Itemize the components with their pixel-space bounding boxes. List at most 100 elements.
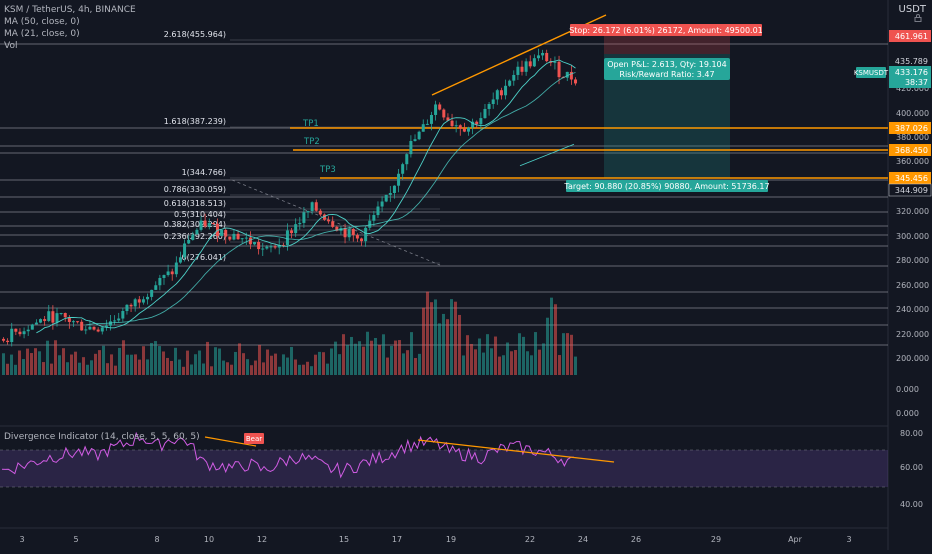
candle-body[interactable] (121, 311, 125, 319)
dashed-trendline[interactable] (231, 179, 441, 266)
candle-body[interactable] (504, 85, 508, 96)
candle-body[interactable] (76, 321, 80, 323)
oscillator-title[interactable]: Divergence Indicator (14, close, 5, 5, 6… (4, 432, 200, 442)
candle-body[interactable] (392, 185, 396, 194)
candle-body[interactable] (397, 173, 401, 186)
candle-body[interactable] (277, 245, 281, 248)
bear-tag-box[interactable] (244, 433, 264, 444)
tp3-price-tag-box[interactable] (889, 172, 931, 184)
ma50-legend[interactable]: MA (50, close, 0) (4, 17, 80, 27)
candle-body[interactable] (467, 127, 471, 132)
candle-body[interactable] (491, 99, 495, 105)
candle-body[interactable] (298, 222, 302, 225)
candle-body[interactable] (483, 108, 487, 119)
candle-body[interactable] (434, 104, 438, 115)
candle-body[interactable] (207, 222, 211, 227)
candle-body[interactable] (141, 299, 145, 303)
candle-body[interactable] (88, 326, 92, 330)
candle-body[interactable] (154, 285, 158, 290)
candle-body[interactable] (220, 229, 224, 236)
candle-body[interactable] (224, 229, 228, 237)
candle-body[interactable] (14, 328, 18, 332)
candle-body[interactable] (125, 304, 129, 312)
candle-body[interactable] (335, 226, 339, 231)
lock-icon[interactable] (914, 14, 922, 22)
candle-body[interactable] (318, 210, 322, 215)
ma50-line[interactable] (85, 72, 576, 326)
ma21-line[interactable] (36, 59, 576, 334)
bear-divergence-line-1[interactable] (204, 436, 257, 447)
candle-body[interactable] (187, 239, 191, 244)
candle-body[interactable] (195, 229, 199, 235)
candle-body[interactable] (67, 317, 71, 322)
candle-body[interactable] (376, 206, 380, 216)
candle-body[interactable] (302, 212, 306, 223)
candle-body[interactable] (84, 329, 88, 331)
candle-body[interactable] (553, 61, 557, 63)
symbol-title[interactable]: KSM / TetherUS, 4h, BINANCE (4, 5, 136, 15)
candle-body[interactable] (520, 66, 524, 72)
candle-body[interactable] (409, 141, 413, 155)
stop-price-tag-box[interactable] (889, 30, 931, 42)
candle-body[interactable] (253, 241, 257, 245)
candle-body[interactable] (360, 238, 364, 242)
candle-body[interactable] (343, 228, 347, 238)
candle-body[interactable] (508, 80, 512, 86)
candle-body[interactable] (55, 313, 59, 323)
open-pnl-box[interactable] (604, 58, 730, 80)
candle-body[interactable] (26, 329, 30, 332)
candle-body[interactable] (569, 71, 573, 80)
candle-body[interactable] (380, 201, 384, 207)
candle-body[interactable] (281, 245, 285, 247)
candle-body[interactable] (10, 328, 14, 343)
candle-body[interactable] (30, 324, 34, 330)
candle-body[interactable] (462, 128, 466, 132)
candle-body[interactable] (516, 66, 520, 75)
candle-body[interactable] (51, 311, 55, 323)
candle-body[interactable] (104, 325, 108, 328)
candle-body[interactable] (265, 246, 269, 249)
candle-body[interactable] (92, 326, 96, 330)
candle-body[interactable] (80, 321, 84, 331)
candle-body[interactable] (199, 220, 203, 230)
candle-body[interactable] (211, 222, 215, 224)
candle-body[interactable] (166, 271, 170, 276)
candle-body[interactable] (512, 74, 516, 81)
candle-body[interactable] (364, 227, 368, 242)
candle-body[interactable] (545, 52, 549, 62)
last-price-box[interactable] (889, 66, 931, 88)
candle-body[interactable] (269, 246, 273, 248)
candle-body[interactable] (2, 338, 5, 341)
volume-legend[interactable]: Vol (4, 41, 18, 51)
candle-body[interactable] (442, 109, 446, 118)
candle-body[interactable] (347, 229, 351, 238)
ma21-legend[interactable]: MA (21, close, 0) (4, 29, 80, 39)
candle-body[interactable] (47, 311, 51, 321)
candle-body[interactable] (59, 312, 63, 314)
candle-body[interactable] (368, 220, 372, 228)
candle-body[interactable] (372, 215, 376, 221)
candle-body[interactable] (429, 114, 433, 124)
candle-body[interactable] (150, 289, 154, 297)
candle-body[interactable] (294, 224, 298, 234)
candle-body[interactable] (322, 214, 326, 220)
candle-body[interactable] (183, 243, 187, 258)
candle-body[interactable] (96, 329, 100, 332)
candle-body[interactable] (63, 312, 67, 318)
candle-body[interactable] (146, 296, 150, 300)
candle-body[interactable] (18, 331, 22, 335)
target-label-box[interactable] (566, 180, 768, 192)
candle-body[interactable] (421, 124, 425, 132)
candle-body[interactable] (450, 120, 454, 127)
candle-body[interactable] (290, 230, 294, 234)
stop-label-box[interactable] (570, 24, 762, 36)
candle-body[interactable] (306, 211, 310, 213)
candle-body[interactable] (273, 246, 277, 248)
candle-body[interactable] (261, 248, 265, 250)
candle-body[interactable] (438, 104, 442, 110)
bear-divergence-line-2[interactable] (417, 439, 615, 463)
candle-body[interactable] (6, 340, 10, 343)
candle-body[interactable] (327, 219, 331, 222)
currency-label[interactable]: USDT (898, 4, 926, 15)
